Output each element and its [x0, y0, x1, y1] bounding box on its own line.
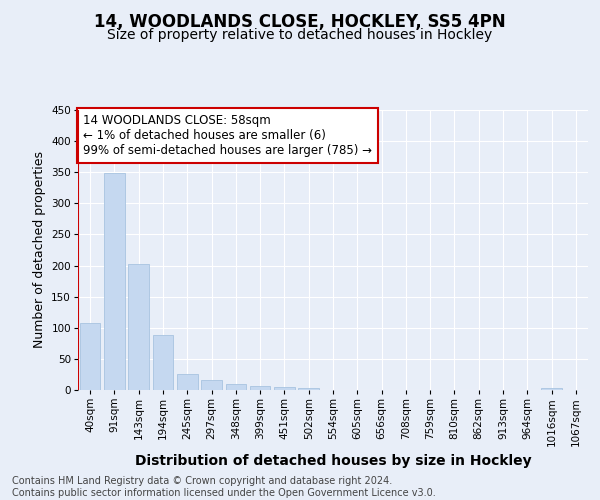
- Bar: [201, 380, 222, 390]
- Text: 14 WOODLANDS CLOSE: 58sqm
← 1% of detached houses are smaller (6)
99% of semi-de: 14 WOODLANDS CLOSE: 58sqm ← 1% of detach…: [83, 114, 372, 157]
- Bar: [152, 335, 173, 390]
- Text: Size of property relative to detached houses in Hockley: Size of property relative to detached ho…: [107, 28, 493, 42]
- Bar: [128, 264, 149, 390]
- Bar: [104, 174, 125, 390]
- Bar: [274, 387, 295, 390]
- Bar: [226, 384, 246, 390]
- X-axis label: Distribution of detached houses by size in Hockley: Distribution of detached houses by size …: [134, 454, 532, 468]
- Y-axis label: Number of detached properties: Number of detached properties: [33, 152, 46, 348]
- Bar: [80, 324, 100, 390]
- Bar: [298, 388, 319, 390]
- Text: Contains HM Land Registry data © Crown copyright and database right 2024.
Contai: Contains HM Land Registry data © Crown c…: [12, 476, 436, 498]
- Bar: [250, 386, 271, 390]
- Text: 14, WOODLANDS CLOSE, HOCKLEY, SS5 4PN: 14, WOODLANDS CLOSE, HOCKLEY, SS5 4PN: [94, 12, 506, 30]
- Bar: [541, 388, 562, 390]
- Bar: [177, 374, 197, 390]
